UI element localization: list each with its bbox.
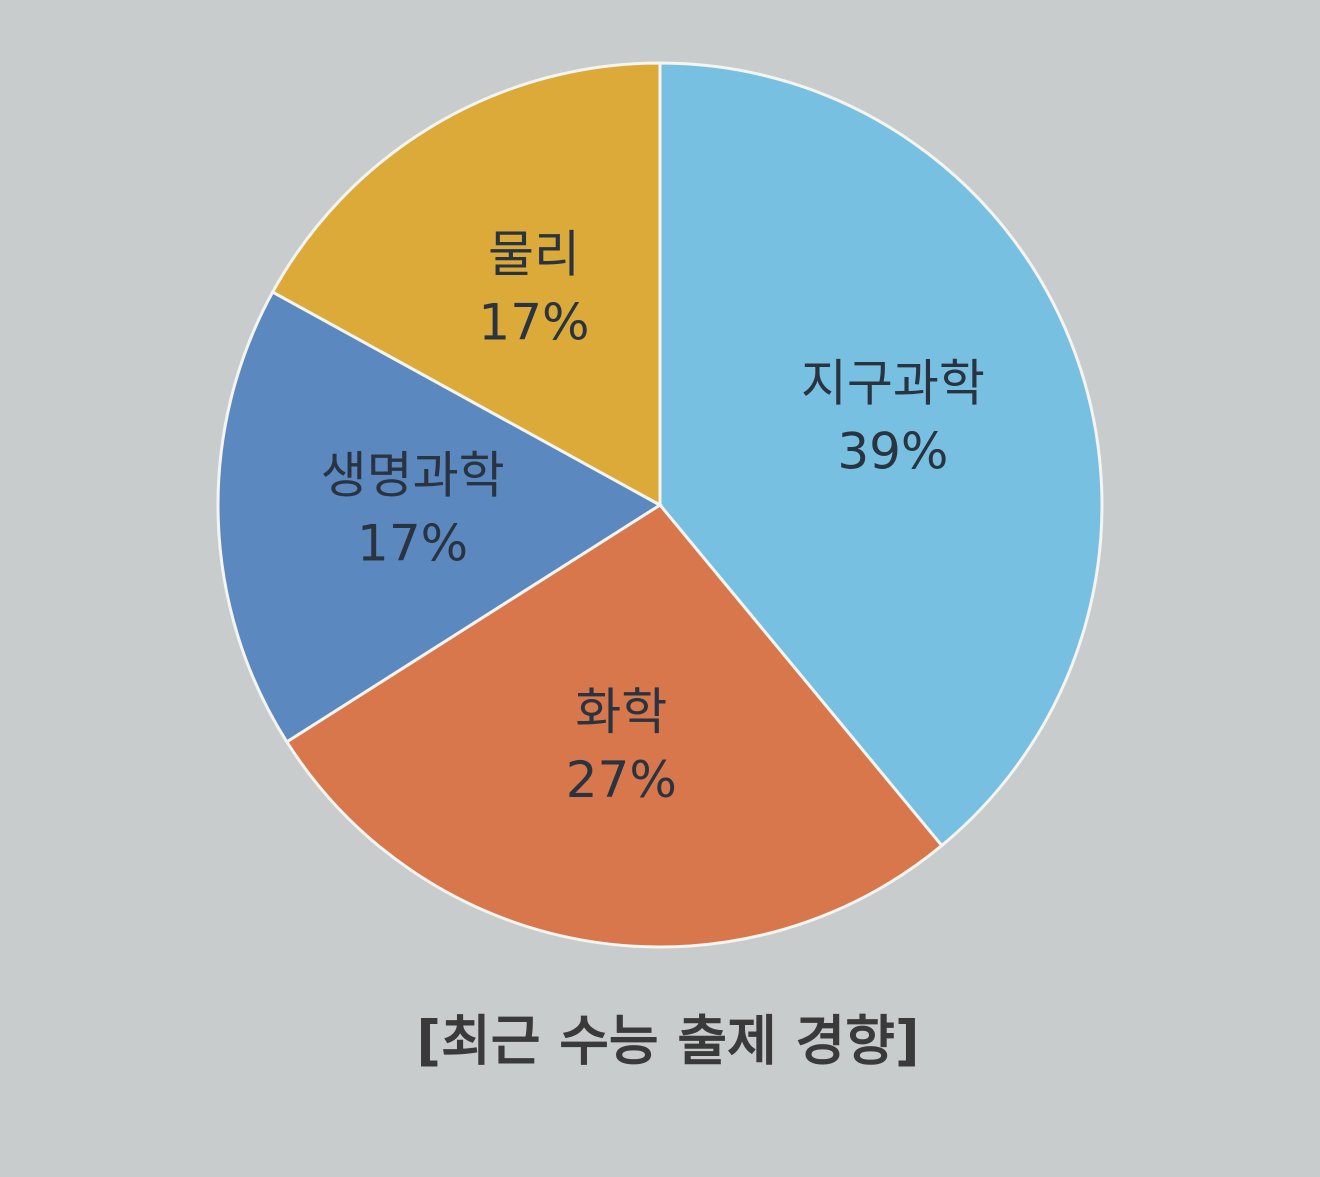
slice-label: 물리 <box>488 225 580 283</box>
value-label: 27% <box>566 751 677 809</box>
value-label: 17% <box>478 293 589 351</box>
slice-label: 화학 <box>575 683 667 741</box>
value-label: 39% <box>837 423 948 481</box>
chart-title: [최근 수능 출제 경향] <box>416 1010 919 1073</box>
pie-slice <box>216 290 663 744</box>
slice-label: 생명과학 <box>321 446 505 504</box>
pie-slice <box>284 503 944 949</box>
slice-label: 지구과학 <box>801 355 985 413</box>
pie-slice <box>270 61 662 508</box>
value-label: 17% <box>357 514 468 572</box>
pie-slice <box>658 61 1104 848</box>
